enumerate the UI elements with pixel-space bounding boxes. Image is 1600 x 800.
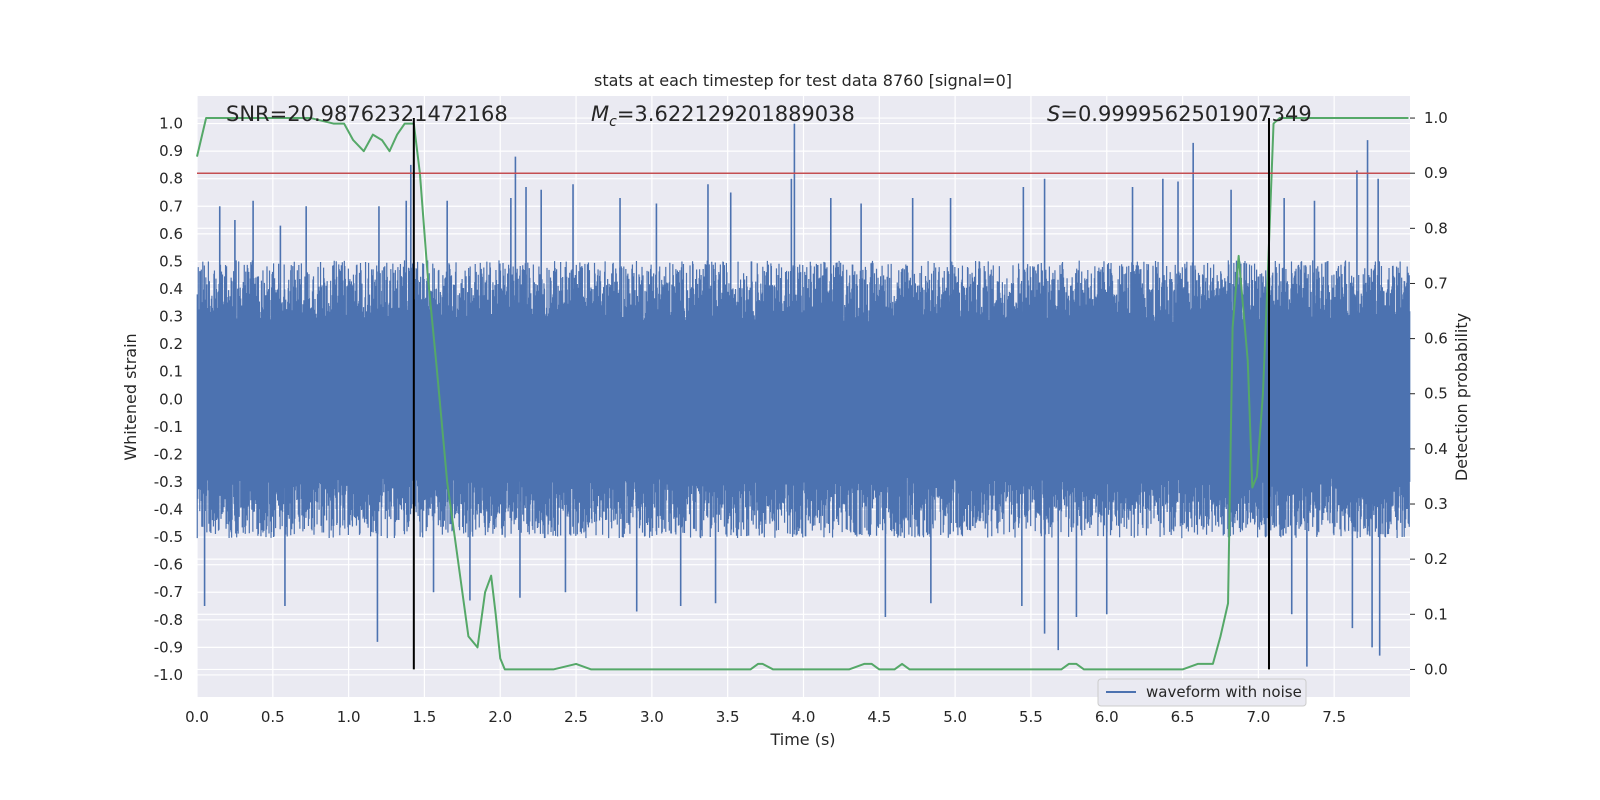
probability-line [196,117,1409,671]
y-ticks-right: 1.0 0.9 0.8 0.7 0.6 0.5 0.4 0.3 0.2 0.1 0.0 [1410,109,1448,678]
probability-series [196,117,1409,671]
chart-title: stats at each timestep for test data 876… [594,71,1012,90]
y-right-tick-label: 1.0 [1424,109,1448,127]
x-tick-label: 5.0 [943,708,967,726]
x-tick-label: 7.5 [1322,708,1346,726]
y-tick-label: 0.5 [159,252,183,270]
y-tick-label: -0.7 [154,583,183,601]
y-tick-label: 0.1 [159,363,183,381]
y-right-tick-label: 0.8 [1424,219,1448,237]
y-tick-label: -0.4 [154,501,183,519]
y-axis-label-left: Whitened strain [121,333,140,460]
x-tick-label: 2.5 [564,708,588,726]
y-tick-label: -0.8 [154,611,183,629]
x-tick-label: 0.5 [261,708,285,726]
y-tick-label: -0.9 [154,638,183,656]
y-tick-label: 0.4 [159,280,183,298]
y-right-tick-label: 0.4 [1424,440,1448,458]
y-tick-label: -0.2 [154,445,183,463]
x-tick-label: 7.0 [1246,708,1270,726]
x-tick-label: 1.0 [337,708,361,726]
snr-annotation: SNR=20.98762321472168 [226,102,508,126]
y-right-tick-label: 0.7 [1424,274,1448,292]
y-tick-label: 0.8 [159,170,183,188]
y-tick-label: 1.0 [159,115,183,133]
y-tick-label: -0.5 [154,528,183,546]
x-tick-label: 3.5 [716,708,740,726]
x-tick-label: 3.0 [640,708,664,726]
y-tick-label: -1.0 [154,666,183,684]
y-tick-label: 0.6 [159,225,183,243]
x-tick-label: 2.0 [488,708,512,726]
x-tick-label: 4.5 [867,708,891,726]
y-right-tick-label: 0.1 [1424,605,1448,623]
x-tick-label: 4.0 [792,708,816,726]
y-right-tick-label: 0.3 [1424,495,1448,513]
legend: waveform with noise [1097,678,1307,707]
y-tick-label: 0.3 [159,308,183,326]
waveform-core-band [197,341,1410,455]
chirp-mass-annotation: Mc=3.622129201889038 [591,102,855,130]
y-tick-label: 0.0 [159,390,183,408]
y-tick-label: 0.2 [159,335,183,353]
y-tick-label: -0.6 [154,556,183,574]
waveform-series [196,123,1411,667]
y-right-tick-label: 0.9 [1424,164,1448,182]
y-right-tick-label: 0.2 [1424,550,1448,568]
y-tick-label: -0.1 [154,418,183,436]
y-tick-label: -0.3 [154,473,183,491]
y-right-tick-label: 0.6 [1424,330,1448,348]
x-axis-label: Time (s) [769,730,835,749]
x-tick-label: 6.5 [1171,708,1195,726]
y-axis-label-right: Detection probability [1452,313,1471,481]
x-tick-label: 5.5 [1019,708,1043,726]
y-right-tick-label: 0.5 [1424,385,1448,403]
score-annotation: S=0.9999562501907349 [1047,102,1312,126]
x-tick-label: 1.5 [413,708,437,726]
x-ticks: 0.0 0.5 1.0 1.5 2.0 2.5 3.0 3.5 4.0 4.5 5.0 5.5 6.0 6… [185,708,1346,726]
x-tick-label: 0.0 [185,708,209,726]
x-tick-label: 6.0 [1095,708,1119,726]
y-tick-label: 0.9 [159,142,183,160]
overlay-lines [197,118,1410,670]
y-ticks-left: 1.0 0.9 0.8 0.7 0.6 0.5 0.4 0.3 0.2 0.1 0.0 -0.1 -0.… [154,115,183,684]
legend-label: waveform with noise [1146,683,1302,701]
legend-box [1097,678,1307,707]
y-right-tick-label: 0.0 [1424,660,1448,678]
y-tick-label: 0.7 [159,197,183,215]
